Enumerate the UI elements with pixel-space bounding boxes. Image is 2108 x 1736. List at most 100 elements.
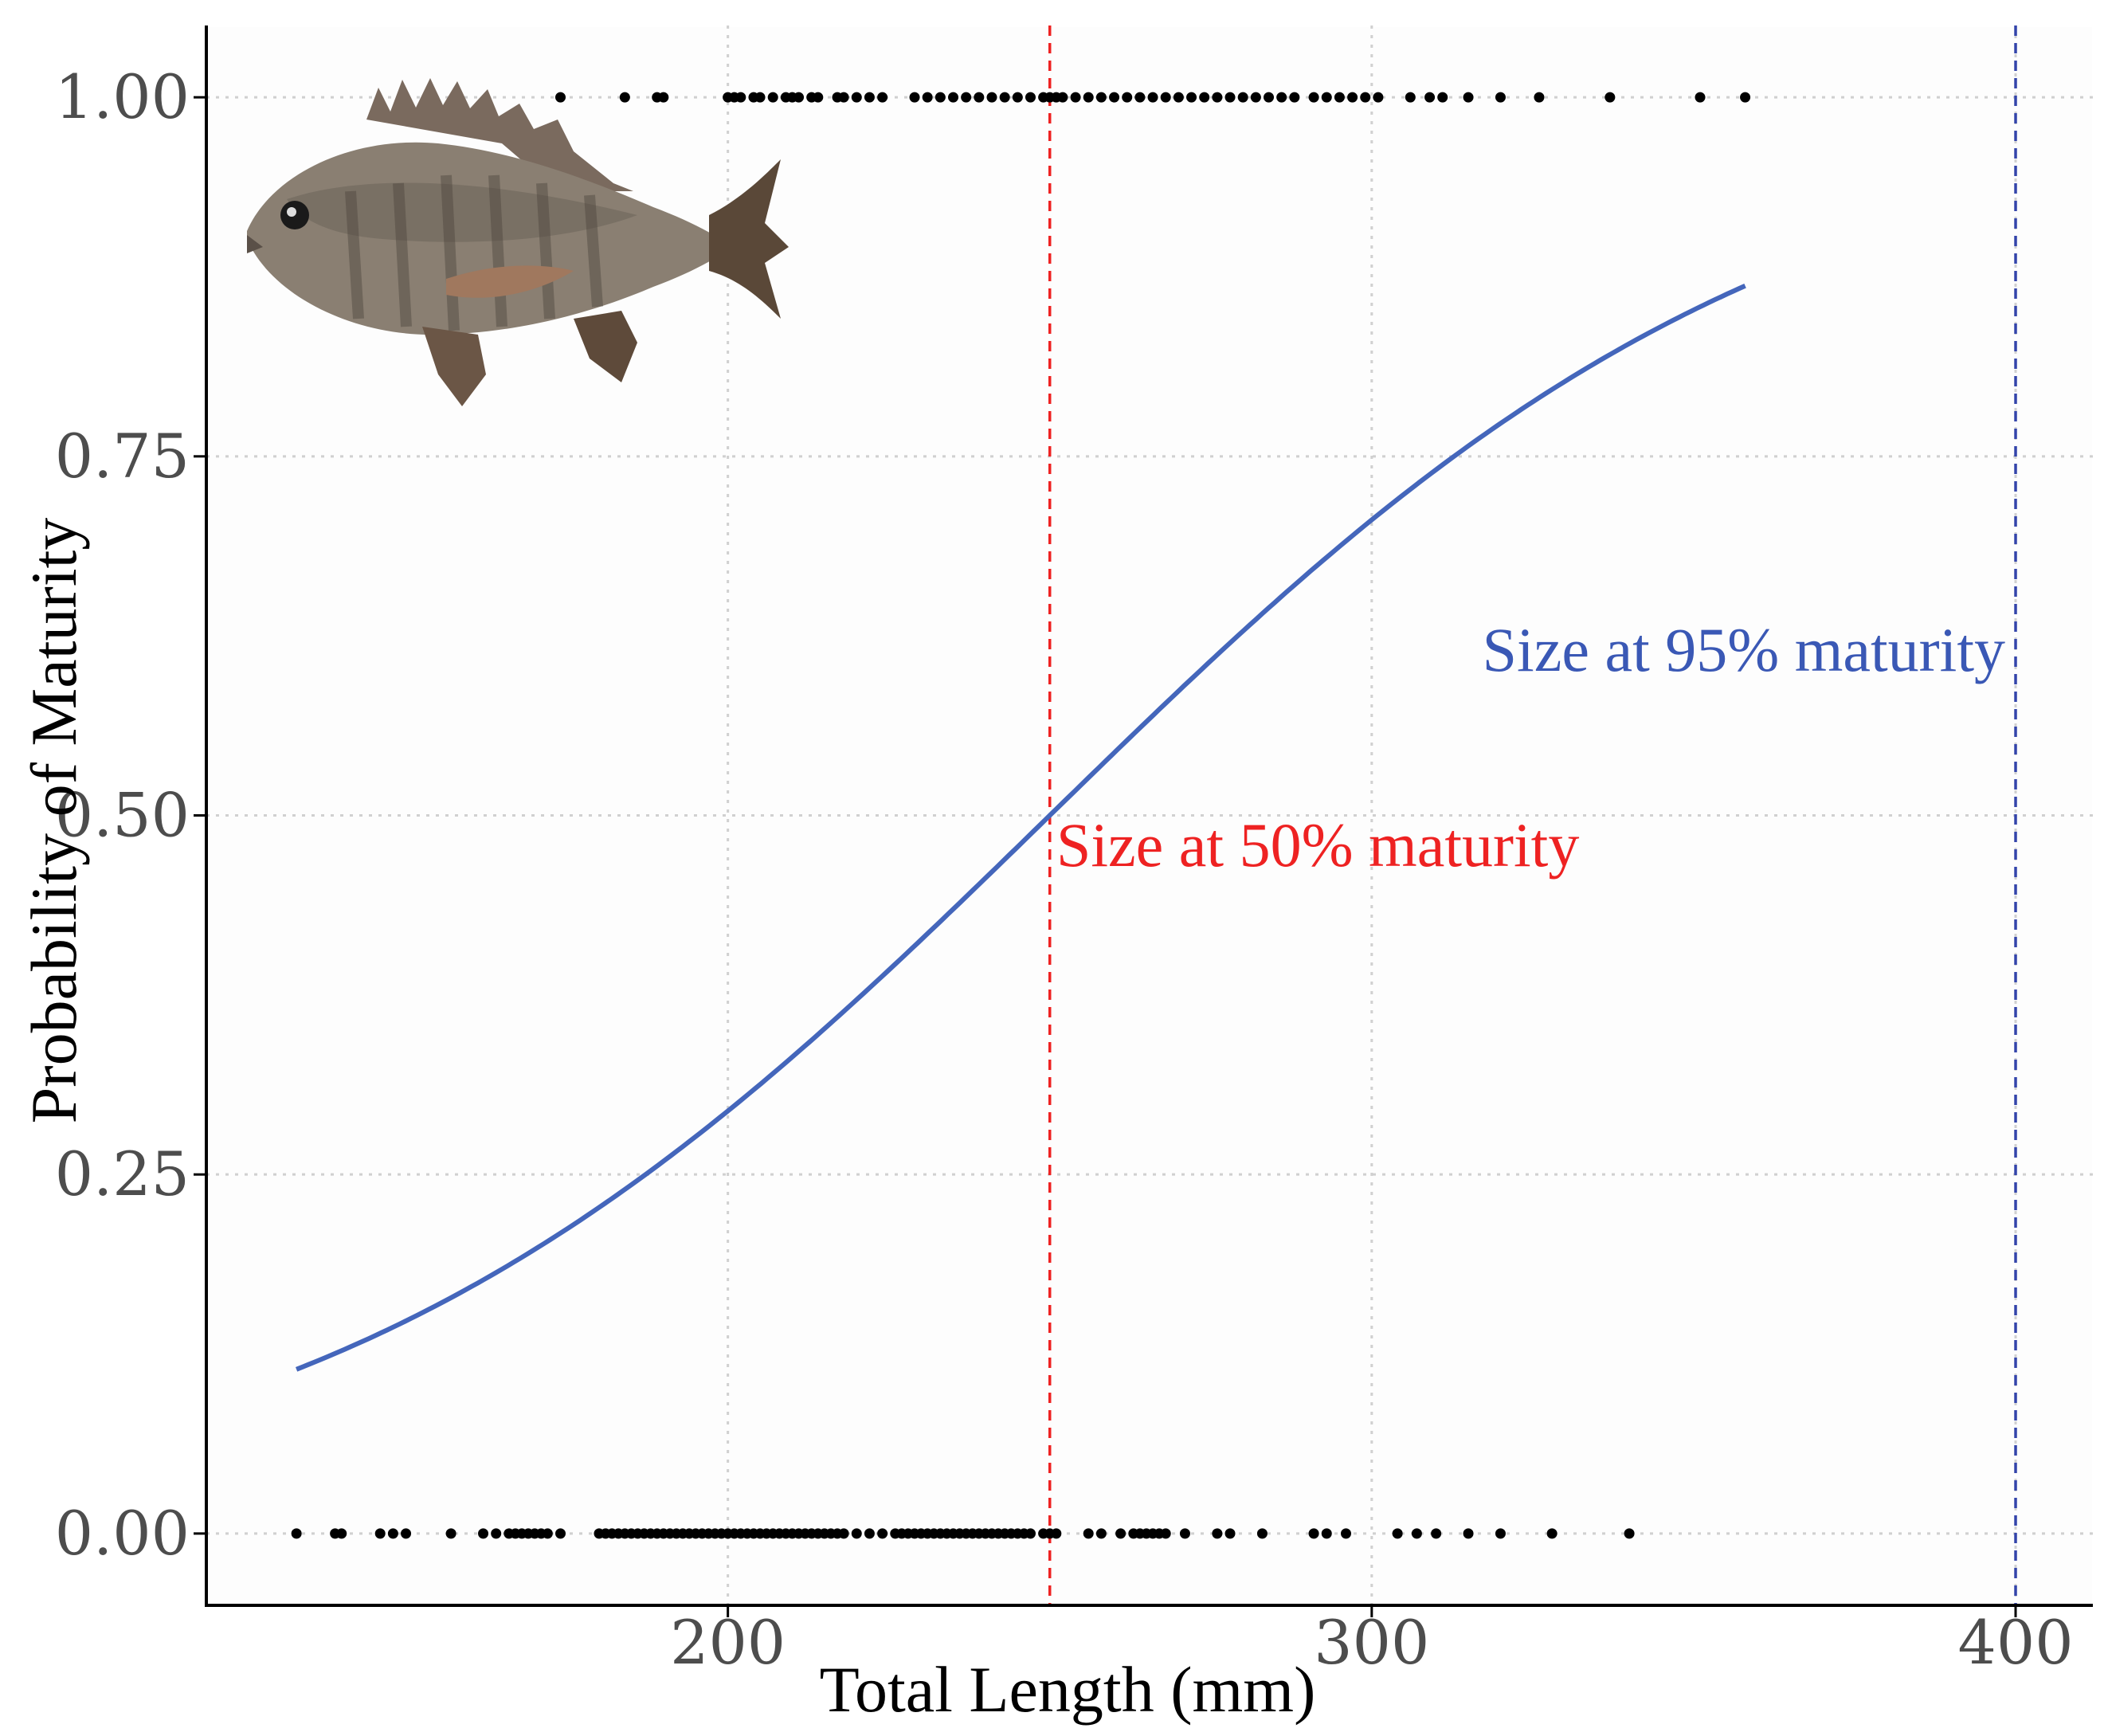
point-mature-60 (1437, 92, 1448, 103)
point-mature-29 (1025, 92, 1036, 103)
point-mature-47 (1237, 92, 1248, 103)
point-mature-40 (1147, 92, 1158, 103)
point-immature-86 (1115, 1528, 1126, 1539)
point-mature-37 (1109, 92, 1120, 103)
point-mature-21 (922, 92, 933, 103)
point-mature-14 (813, 92, 824, 103)
point-mature-53 (1321, 92, 1332, 103)
point-mature-48 (1250, 92, 1261, 103)
point-mature-44 (1199, 92, 1210, 103)
point-mature-25 (974, 92, 985, 103)
point-immature-102 (1431, 1528, 1442, 1539)
point-immature-84 (1083, 1528, 1094, 1539)
y-axis-title: Probability of Maturity (18, 518, 90, 1124)
fish-image (247, 78, 789, 406)
point-immature-104 (1495, 1528, 1506, 1539)
point-immature-106 (1624, 1528, 1635, 1539)
point-mature-12 (793, 92, 805, 103)
point-mature-34 (1070, 92, 1081, 103)
point-immature-2 (336, 1528, 347, 1539)
label-size-50: Size at 50% maturity (1056, 810, 1579, 880)
point-mature-65 (1695, 92, 1706, 103)
x-tick-label: 300 (1314, 1607, 1429, 1678)
point-mature-19 (877, 92, 888, 103)
point-mature-59 (1424, 92, 1436, 103)
point-immature-58 (877, 1528, 888, 1539)
point-mature-23 (948, 92, 959, 103)
point-immature-57 (864, 1528, 875, 1539)
point-mature-46 (1224, 92, 1236, 103)
point-immature-93 (1179, 1528, 1190, 1539)
point-immature-8 (491, 1528, 502, 1539)
point-mature-39 (1134, 92, 1146, 103)
point-mature-50 (1276, 92, 1287, 103)
point-mature-17 (851, 92, 862, 103)
point-mature-43 (1186, 92, 1197, 103)
y-tick-label: 0.25 (55, 1138, 190, 1209)
point-immature-5 (401, 1528, 412, 1539)
point-mature-52 (1308, 92, 1319, 103)
point-mature-45 (1212, 92, 1223, 103)
point-immature-7 (478, 1528, 489, 1539)
point-mature-3 (658, 92, 669, 103)
point-immature-99 (1340, 1528, 1351, 1539)
point-mature-41 (1160, 92, 1171, 103)
y-tick-label: 0.75 (55, 421, 190, 492)
point-mature-38 (1122, 92, 1133, 103)
point-mature-26 (986, 92, 997, 103)
point-mature-56 (1360, 92, 1371, 103)
y-tick-label: 1.00 (55, 61, 190, 132)
point-immature-94 (1212, 1528, 1223, 1539)
point-immature-97 (1308, 1528, 1319, 1539)
point-immature-15 (542, 1528, 553, 1539)
point-immature-83 (1051, 1528, 1062, 1539)
point-immature-95 (1224, 1528, 1236, 1539)
point-mature-20 (909, 92, 920, 103)
point-mature-55 (1347, 92, 1358, 103)
point-immature-92 (1160, 1528, 1171, 1539)
point-mature-57 (1373, 92, 1384, 103)
point-immature-56 (851, 1528, 862, 1539)
y-axis-ticks: 0.00 0.25 0.50 0.75 1.00 (55, 61, 206, 1569)
point-mature-63 (1534, 92, 1545, 103)
point-mature-51 (1289, 92, 1300, 103)
point-mature-54 (1334, 92, 1345, 103)
point-mature-28 (1012, 92, 1023, 103)
point-immature-96 (1256, 1528, 1268, 1539)
point-mature-9 (767, 92, 778, 103)
point-mature-62 (1495, 92, 1506, 103)
point-immature-3 (374, 1528, 386, 1539)
x-tick-label: 400 (1957, 1607, 2073, 1678)
y-tick-label: 0.50 (55, 780, 190, 851)
x-axis-title: Total Length (mm) (820, 1653, 1316, 1726)
point-mature-61 (1463, 92, 1474, 103)
point-immature-6 (445, 1528, 456, 1539)
point-immature-80 (1025, 1528, 1036, 1539)
label-size-95: Size at 95% maturity (1483, 615, 2005, 684)
point-mature-27 (999, 92, 1010, 103)
point-mature-0 (555, 92, 566, 103)
y-tick-label: 0.00 (55, 1498, 190, 1569)
x-axis-ticks: 200 300 400 (670, 1605, 2074, 1678)
point-mature-58 (1405, 92, 1416, 103)
point-mature-49 (1264, 92, 1275, 103)
point-immature-105 (1546, 1528, 1557, 1539)
point-mature-8 (754, 92, 766, 103)
point-mature-24 (961, 92, 972, 103)
x-tick-label: 200 (670, 1607, 786, 1678)
point-mature-22 (934, 92, 946, 103)
point-immature-16 (555, 1528, 566, 1539)
point-immature-0 (291, 1528, 302, 1539)
point-mature-42 (1173, 92, 1184, 103)
point-mature-64 (1605, 92, 1616, 103)
point-immature-55 (838, 1528, 849, 1539)
point-immature-103 (1463, 1528, 1474, 1539)
point-mature-6 (735, 92, 746, 103)
point-mature-1 (619, 92, 630, 103)
data-points (291, 92, 1751, 1539)
point-mature-33 (1057, 92, 1068, 103)
point-immature-98 (1321, 1528, 1332, 1539)
point-immature-101 (1411, 1528, 1422, 1539)
point-mature-18 (864, 92, 875, 103)
